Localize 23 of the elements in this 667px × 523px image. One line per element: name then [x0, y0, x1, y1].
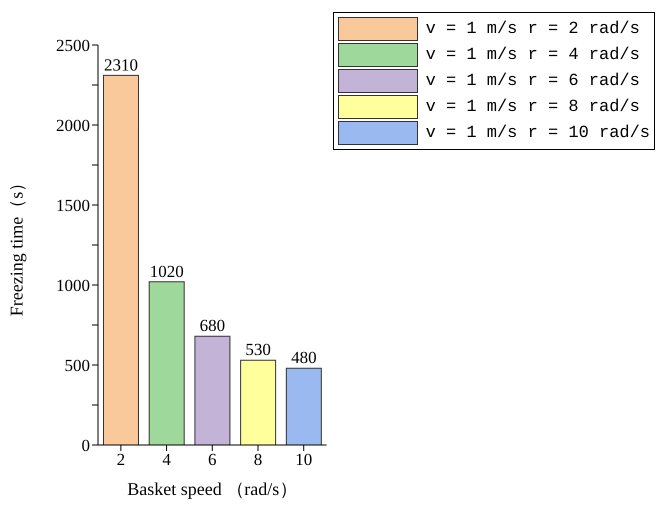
legend-label: v = 1 m/s r = 2 rad/s: [426, 20, 640, 38]
legend-label: v = 1 m/s r = 10 rad/s: [426, 124, 650, 142]
y-axis-title: Freezing time（s）: [6, 174, 26, 316]
y-tick-label: 1500: [56, 196, 90, 216]
legend-label: v = 1 m/s r = 4 rad/s: [426, 46, 640, 64]
x-tick-label: 2: [116, 450, 126, 470]
x-axis-title: Basket speed （rad/s）: [127, 479, 298, 499]
x-tick-label: 8: [254, 450, 262, 470]
legend-label: v = 1 m/s r = 6 rad/s: [426, 72, 640, 90]
data-label: 530: [245, 340, 271, 360]
data-label: 680: [200, 316, 226, 336]
y-tick-label: 2500: [56, 36, 90, 56]
y-tick-label: 0: [82, 436, 90, 456]
legend-label: v = 1 m/s r = 8 rad/s: [426, 98, 640, 116]
y-tick-label: 1000: [56, 276, 90, 296]
x-tick-label: 10: [295, 450, 312, 470]
data-label: 2310: [104, 55, 138, 74]
y-tick-label: 2000: [56, 116, 90, 136]
data-label: 480: [291, 348, 317, 368]
x-tick-label: 6: [208, 450, 217, 470]
y-tick-label: 500: [64, 356, 90, 376]
data-label: 1020: [150, 262, 184, 281]
x-tick-label: 4: [162, 450, 172, 470]
